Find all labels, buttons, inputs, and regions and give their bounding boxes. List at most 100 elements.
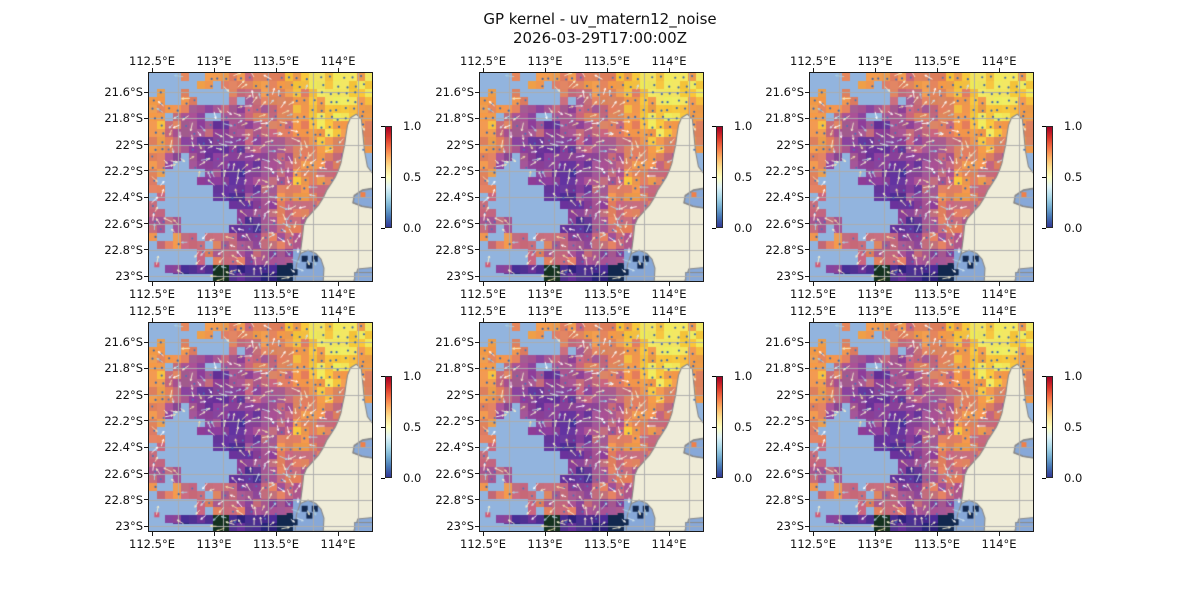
x-tick-label-top: 112.5°E [129,54,175,68]
colorbar-gradient [385,126,392,228]
x-tick-label-bottom: 113.5°E [914,287,960,301]
y-tick-mark [475,275,479,277]
x-tick-label-bottom: 114°E [651,287,687,301]
figure-title-block: GP kernel - uv_matern12_noise 2026-03-29… [0,10,1200,48]
y-tick-mark [805,144,809,146]
x-tick-label-top: 113°E [196,304,232,318]
y-tick-mark [475,249,479,251]
x-tick-mark-bottom [668,532,670,536]
colorbar-tick-mark [712,176,716,178]
colorbar-tick-mark [712,426,716,428]
y-tick-label: 21.8°S [765,361,804,376]
x-tick-label-top: 113.5°E [914,54,960,68]
x-tick-mark-top [213,318,215,322]
x-tick-mark-bottom [998,532,1000,536]
x-tick-mark-top [668,68,670,72]
y-tick-mark [805,394,809,396]
y-tick-mark [475,144,479,146]
y-tick-mark [144,275,148,277]
x-tick-mark-top [544,68,546,72]
y-tick-label: 22.6°S [104,216,143,231]
colorbar-gradient [1046,376,1053,478]
x-tick-mark-top [151,68,153,72]
y-tick-label: 23°S [446,519,474,534]
y-tick-mark [144,223,148,224]
y-tick-mark [475,499,479,501]
y-tick-mark [475,394,479,396]
colorbar-tick-label: 1.0 [734,369,753,383]
y-tick-label: 21.8°S [435,111,474,126]
colorbar: 1.0 0.5 0.0 [712,369,776,496]
colorbar-tick-label: 0.0 [1064,221,1083,235]
x-tick-mark-top [668,318,670,322]
y-tick-label: 21.6°S [104,335,143,349]
y-tick-mark [805,117,809,119]
y-tick-mark [144,473,148,474]
x-tick-mark-bottom [812,532,814,536]
colorbar-tick-label: 0.0 [403,221,422,235]
colorbar-tick-label: 1.0 [1064,119,1083,133]
colorbar-tick-label: 1.0 [403,369,422,383]
x-tick-mark-top [874,68,876,72]
x-tick-mark-bottom [606,282,608,286]
x-tick-label-top: 113.5°E [253,54,299,68]
colorbar: 1.0 0.5 0.0 [1042,369,1106,496]
y-tick-label: 22.2°S [104,163,143,178]
colorbar-tick-label: 1.0 [403,119,422,133]
x-tick-label-bottom: 112.5°E [790,287,836,301]
y-tick-label: 22.2°S [765,413,804,428]
y-tick-label: 22.6°S [765,466,804,481]
x-tick-label-top: 113.5°E [253,304,299,318]
colorbar-tick-label: 0.5 [1064,170,1083,184]
colorbar-tick-mark [712,375,716,377]
x-tick-mark-top [275,68,277,72]
x-tick-label-top: 113°E [527,304,563,318]
figure-title: GP kernel - uv_matern12_noise [483,10,717,28]
y-tick-label: 21.6°S [435,335,474,349]
y-tick-mark [475,196,479,198]
y-tick-label: 22.4°S [104,190,143,205]
colorbar-tick-mark [1042,176,1046,178]
map-canvas [149,73,372,281]
x-tick-label-top: 112.5°E [790,54,836,68]
x-tick-mark-bottom [874,532,876,536]
subplot-r0c2: 112.5°E 112.5°E 113°E 113°E 113.5°E 113.5°E 11… [765,54,1082,301]
x-tick-mark-top [482,68,484,72]
y-tick-mark [144,446,148,448]
y-tick-mark [805,223,809,224]
x-tick-mark-top [337,68,339,72]
x-tick-mark-bottom [337,532,339,536]
colorbar-tick-mark [1042,227,1046,229]
y-tick-mark [144,91,148,93]
y-tick-label: 22°S [115,137,143,152]
x-tick-label-top: 113.5°E [914,304,960,318]
y-tick-mark [805,525,809,527]
y-tick-mark [475,341,479,343]
x-tick-mark-bottom [275,282,277,286]
x-tick-label-top: 114°E [320,54,356,68]
x-tick-label-bottom: 112.5°E [790,537,836,551]
x-tick-mark-top [606,68,608,72]
y-tick-label: 21.8°S [104,111,143,126]
y-tick-label: 22.8°S [435,242,474,257]
figure-subtitle: 2026-03-29T17:00:00Z [513,29,687,47]
y-tick-label: 23°S [446,269,474,284]
colorbar-gradient [716,376,723,478]
y-tick-mark [805,367,809,369]
x-tick-label-top: 113°E [196,54,232,68]
y-tick-mark [475,223,479,224]
y-tick-label: 21.6°S [765,335,804,349]
colorbar-tick-label: 0.0 [734,221,753,235]
colorbar-gradient [716,126,723,228]
x-tick-label-top: 112.5°E [460,54,506,68]
y-tick-mark [144,341,148,343]
map-canvas [480,323,703,531]
x-tick-label-bottom: 113°E [857,287,893,301]
x-tick-mark-top [482,318,484,322]
x-tick-label-bottom: 114°E [981,537,1017,551]
colorbar-tick-mark [1042,477,1046,479]
y-tick-label: 22°S [776,137,804,152]
map-canvas [480,73,703,281]
colorbar-tick-mark [381,125,385,127]
